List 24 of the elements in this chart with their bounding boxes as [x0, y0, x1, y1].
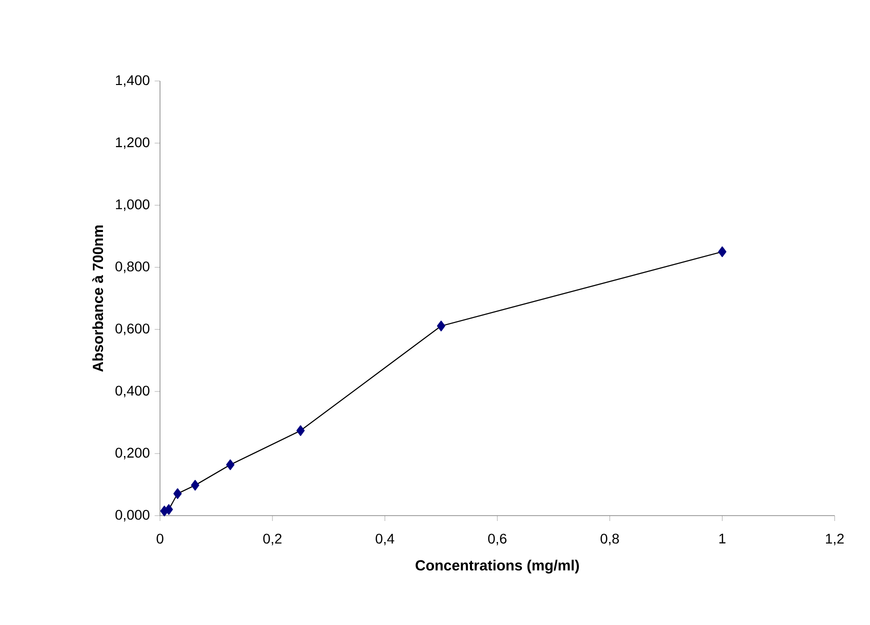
- x-tick-label: 0,2: [263, 534, 282, 546]
- x-tick-label: 0,4: [376, 534, 394, 546]
- y-tick-label: 0,400: [115, 386, 150, 398]
- x-tick-label: 0: [156, 534, 164, 544]
- point: [436, 320, 446, 332]
- x-tick-label: 0,6: [488, 534, 506, 546]
- point: [226, 459, 234, 470]
- point: [164, 504, 173, 515]
- y-tick-label: 0,600: [115, 324, 150, 336]
- point: [296, 425, 305, 436]
- x-axis-title: Concentrations (mg/ml): [416, 560, 579, 574]
- x-tick-label: 1,2: [826, 534, 844, 546]
- point: [191, 480, 200, 491]
- y-axis-title: Absorbance à 700nm: [92, 225, 104, 372]
- point: [718, 246, 726, 258]
- x-tick-label: 0,8: [600, 534, 619, 546]
- point: [173, 488, 182, 499]
- y-tick-label: 1,400: [116, 75, 150, 87]
- y-tick-label: 0,000: [115, 510, 150, 522]
- y-tick-label: 0,200: [115, 448, 150, 460]
- y-tick-label: 1,200: [116, 137, 150, 149]
- x-tick-label: 1: [719, 534, 726, 544]
- y-tick-label: 0,800: [115, 262, 150, 274]
- y-tick-label: 1,000: [116, 199, 150, 211]
